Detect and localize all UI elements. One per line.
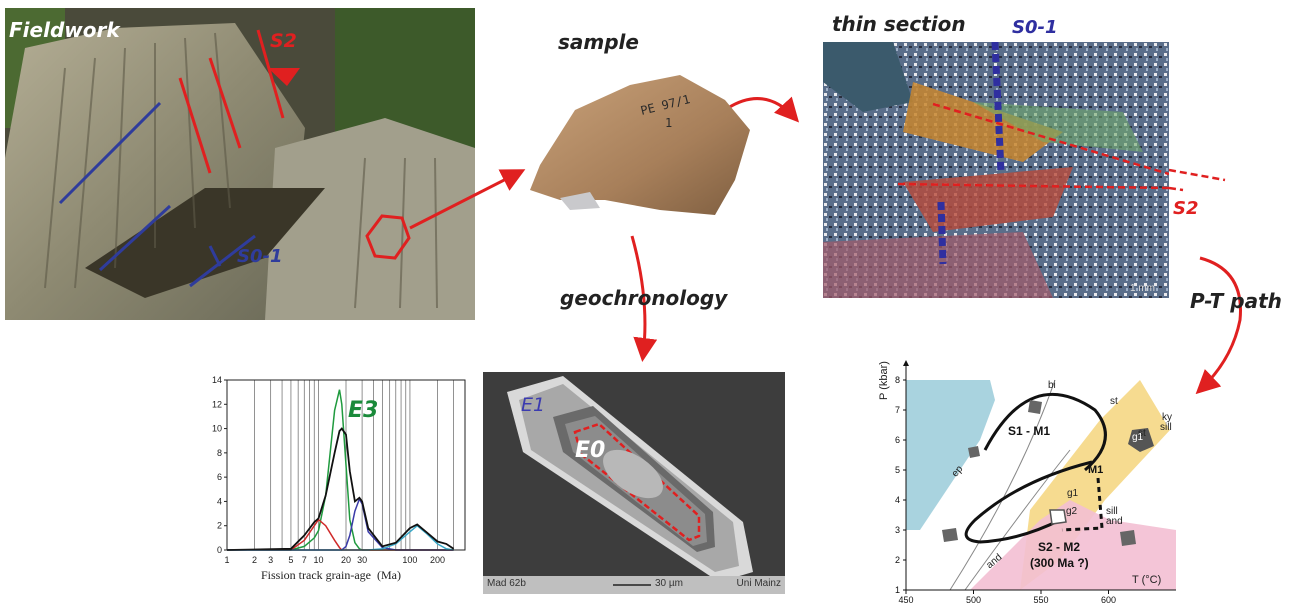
chart-y-tick-label: 10 <box>212 424 222 434</box>
chart-series-line-3 <box>227 497 454 551</box>
chart-x-tick-label: 20 <box>341 555 351 565</box>
pt-y-tick-label: 3 <box>895 525 900 535</box>
zircon-sem-image: E1 E0 Mad 62b 30 µm Uni Mainz <box>483 372 785 594</box>
pt-y-ticks: 1 2 3 4 5 6 7 8 <box>895 375 906 595</box>
chart-x-tick-label: 1 <box>224 555 229 565</box>
zircon-scale-label: 30 µm <box>655 578 683 589</box>
chart-series <box>226 389 455 551</box>
chart-y-tick-label: 12 <box>212 399 222 409</box>
chart-y-tick-label: 0 <box>217 545 222 555</box>
chart-x-tick-label: 5 <box>288 555 293 565</box>
pt-y-tick-label: 4 <box>895 495 900 505</box>
chart-x-tick-label: 30 <box>357 555 367 565</box>
pt-field-st: st <box>1110 396 1118 407</box>
pt-m1-label: M1 <box>1088 464 1104 476</box>
chart-x-tick-label: 200 <box>430 555 445 565</box>
pt-x-tick-label: 500 <box>966 595 981 603</box>
pt-g1b-label: g1 <box>1067 488 1079 499</box>
thin-section-s2-label: S2 <box>1173 198 1199 219</box>
sample-handwriting-2: 1 <box>665 116 673 130</box>
zircon-footer-right: Uni Mainz <box>736 578 781 589</box>
pt-path-title: P-T path <box>1190 289 1282 313</box>
pt-diagram-svg: 1 2 3 4 5 6 7 8 450 500 550 600 <box>895 360 1176 603</box>
pt-x-ticks: 450 500 550 600 <box>898 590 1116 603</box>
fieldwork-s01-label: S0-1 <box>237 246 283 267</box>
sample-photo: PE 97/1 1 <box>520 70 760 220</box>
arrow-thinsection-to-pt <box>1195 256 1242 395</box>
chart-series-line-5 <box>226 427 455 551</box>
thin-section-photo: 1 mm <box>823 42 1169 298</box>
chart-series-line-4 <box>227 524 454 551</box>
pt-x-tick-label: 450 <box>898 595 913 603</box>
zircon-e0-label: E0 <box>575 438 606 463</box>
thin-section-title: thin section <box>832 12 966 36</box>
chart-grid <box>254 380 454 550</box>
zircon-grain <box>483 376 785 594</box>
chart-x-ticks: 1 2 3 5 7 10 20 30 100 200 <box>224 555 444 565</box>
pt-s1m1-label: S1 - M1 <box>1008 424 1051 438</box>
chart-y-ticks: 0 2 4 6 8 10 12 14 <box>212 375 227 555</box>
chart-x-tick-label: 3 <box>268 555 273 565</box>
chart-x-axis-label: Fission track grain-age (Ma) <box>261 568 401 582</box>
thin-section-image <box>823 42 1169 298</box>
chart-y-tick-label: 14 <box>212 375 222 385</box>
pt-y-tick-label: 8 <box>895 375 900 385</box>
chart-y-tick-label: 2 <box>217 521 222 531</box>
sample-title: sample <box>558 30 639 54</box>
zircon-e1-label: E1 <box>521 394 546 416</box>
pt-x-tick-label: 600 <box>1101 595 1116 603</box>
fission-track-chart: 0 2 4 6 8 10 12 14 1 2 3 5 7 10 20 30 100 200 E3 Fission… <box>205 370 470 590</box>
chart-frame <box>226 379 466 551</box>
pt-ylabel: P (kbar) <box>878 361 890 400</box>
pt-s2m2-label: S2 - M2 <box>1038 540 1081 554</box>
pt-g1-label: g1 <box>1132 432 1144 443</box>
pt-field-st2: st <box>1138 428 1146 439</box>
pt-y-tick-label: 5 <box>895 465 900 475</box>
pt-g2-label: g2 <box>1066 506 1078 517</box>
pt-y-tick-label: 6 <box>895 435 900 445</box>
pt-x-tick-label: 550 <box>1033 595 1048 603</box>
pt-field-ky: ky <box>1162 412 1172 423</box>
chart-x-tick-label: 2 <box>252 555 257 565</box>
thin-section-s01-label: S0-1 <box>1012 17 1058 38</box>
chart-x-tick-label: 7 <box>302 555 307 565</box>
chart-peak-label: E3 <box>348 398 379 423</box>
pt-field-and: and <box>1106 516 1123 527</box>
pt-age-label: (300 Ma ?) <box>1030 556 1089 570</box>
thin-section-scale: 1 mm <box>1130 283 1155 294</box>
pt-xlabel: T (°C) <box>1132 574 1162 586</box>
pt-field-bi: bi <box>1048 380 1056 391</box>
sample-rock-image <box>530 75 750 215</box>
outcrop-image <box>5 8 475 320</box>
pt-y-tick-label: 2 <box>895 555 900 565</box>
zircon-footer-left: Mad 62b <box>487 578 526 589</box>
chart-y-tick-label: 4 <box>217 496 222 506</box>
geochronology-title: geochronology <box>560 286 728 310</box>
pt-y-tick-label: 7 <box>895 405 900 415</box>
chart-y-tick-label: 8 <box>217 448 222 458</box>
chart-series-line-2 <box>227 518 454 551</box>
thin-section-trace-extensions <box>1169 168 1226 192</box>
fieldwork-title: Fieldwork <box>9 18 120 42</box>
pt-field-sill2: sill <box>1106 506 1118 517</box>
fieldwork-photo: Fieldwork S2 S0-1 <box>5 8 475 320</box>
chart-x-tick-label: 10 <box>313 555 323 565</box>
pt-y-tick-label: 1 <box>895 585 900 595</box>
chart-y-tick-label: 6 <box>217 472 222 482</box>
chart-x-tick-label: 100 <box>402 555 417 565</box>
fieldwork-s2-label: S2 <box>270 30 297 52</box>
pt-field-sill: sill <box>1160 422 1172 433</box>
